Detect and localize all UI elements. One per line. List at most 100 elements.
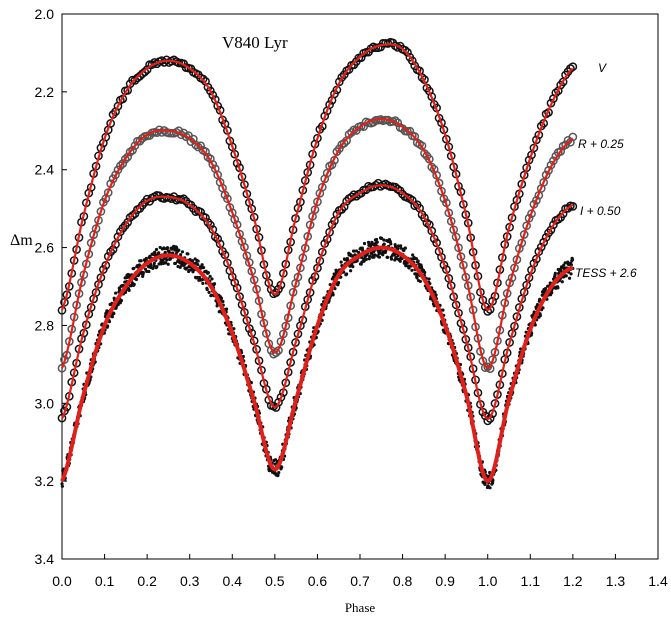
data-point [389,242,393,246]
data-point [400,45,410,55]
data-point [325,100,334,110]
x-tick-label: 1.3 [606,573,626,589]
data-point [274,397,283,407]
data-point [349,269,353,273]
data-point [560,280,564,284]
data-point [212,282,217,286]
data-point [177,248,181,252]
data-point [385,255,390,259]
chart-title: V840 Lyr [222,33,288,52]
data-point [196,262,200,267]
x-tick-label: 0.8 [393,573,413,589]
data-point [273,458,278,462]
data-point [208,274,212,278]
data-point [165,258,169,262]
data-point [549,220,558,230]
data-point [141,270,145,275]
data-point [210,232,220,242]
data-point [567,276,572,280]
data-point [206,271,210,275]
data-point [368,254,372,258]
x-tick-label: 0.6 [308,573,328,589]
data-point [532,254,541,264]
data-point [568,62,578,72]
data-point [157,251,161,255]
data-point [112,311,116,316]
data-point [403,246,407,250]
data-point [360,246,364,250]
series-label: R + 0.25 [578,137,624,151]
data-point [201,266,206,270]
data-point [337,205,347,214]
x-tick-label: 0.2 [137,573,157,589]
data-point [561,140,570,150]
data-point [210,277,214,281]
y-tick-label: 2.8 [35,317,55,333]
data-point [336,280,341,285]
data-point [539,237,549,247]
data-point [123,218,133,227]
y-tick-label: 3.4 [35,551,55,567]
data-point [441,308,445,312]
data-point [230,215,240,224]
data-point [139,259,143,263]
data-point [132,282,136,286]
data-point [533,323,537,327]
data-point [215,304,219,308]
data-point [427,277,431,281]
data-point [111,170,120,180]
data-point [539,178,549,187]
plot-frame [61,13,659,560]
series-points [57,178,578,426]
y-tick-label: 2.4 [35,162,55,178]
data-point [186,252,190,256]
data-point [208,160,218,169]
data-point [352,249,356,253]
data-point [393,244,398,249]
data-point [563,261,567,265]
x-axis-title: Phase [345,600,376,615]
data-point [134,277,139,282]
data-point [553,271,557,275]
data-point [411,253,415,257]
data-point [366,240,371,244]
data-point [132,266,136,270]
data-point [570,258,575,262]
data-point [149,263,153,267]
data-point [350,254,355,258]
data-point [398,259,402,263]
data-point [210,293,214,297]
data-point [367,257,371,261]
data-point [325,227,334,237]
data-point [550,291,554,295]
data-point [152,261,156,265]
data-point [337,72,347,82]
data-point [118,159,128,168]
series-label: TESS + 2.6 [575,266,637,280]
data-point [57,363,67,373]
data-point [154,247,159,252]
data-point [116,303,120,307]
data-point [333,287,337,291]
data-point [205,287,209,292]
data-point [420,213,429,223]
data-point [490,481,495,485]
data-point [57,305,67,315]
data-point [123,152,133,162]
data-point [153,252,157,257]
x-tick-label: 1.1 [521,573,541,589]
x-tick-label: 0.1 [95,573,115,589]
data-point [148,254,152,258]
data-point [558,209,568,219]
data-point [416,259,420,263]
data-point [128,145,137,155]
data-point [224,307,229,311]
data-point [277,470,281,475]
data-point [191,259,195,263]
data-point [60,482,64,486]
data-point [543,286,548,291]
data-point [382,242,386,246]
y-axis: 2.0 2.2 2.4 2.6 2.8 3.0 3.2 3.4 [35,6,67,567]
data-point [151,266,155,270]
